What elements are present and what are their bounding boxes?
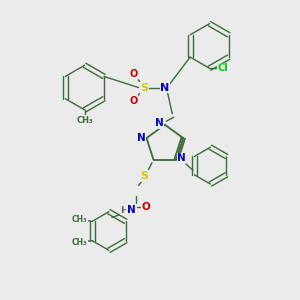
Text: S: S	[141, 171, 148, 181]
Text: O: O	[130, 69, 138, 79]
Text: N: N	[177, 153, 186, 163]
Text: N: N	[160, 82, 170, 93]
Text: N: N	[155, 118, 164, 128]
Text: O: O	[142, 202, 150, 212]
Text: CH₃: CH₃	[72, 238, 88, 247]
Text: N: N	[127, 205, 136, 215]
Text: CH₃: CH₃	[72, 215, 88, 224]
Text: CH₃: CH₃	[76, 116, 93, 125]
Text: S: S	[140, 82, 148, 93]
Text: O: O	[130, 96, 138, 106]
Text: Cl: Cl	[218, 63, 228, 73]
Text: N: N	[137, 133, 146, 143]
Text: H: H	[120, 206, 127, 215]
